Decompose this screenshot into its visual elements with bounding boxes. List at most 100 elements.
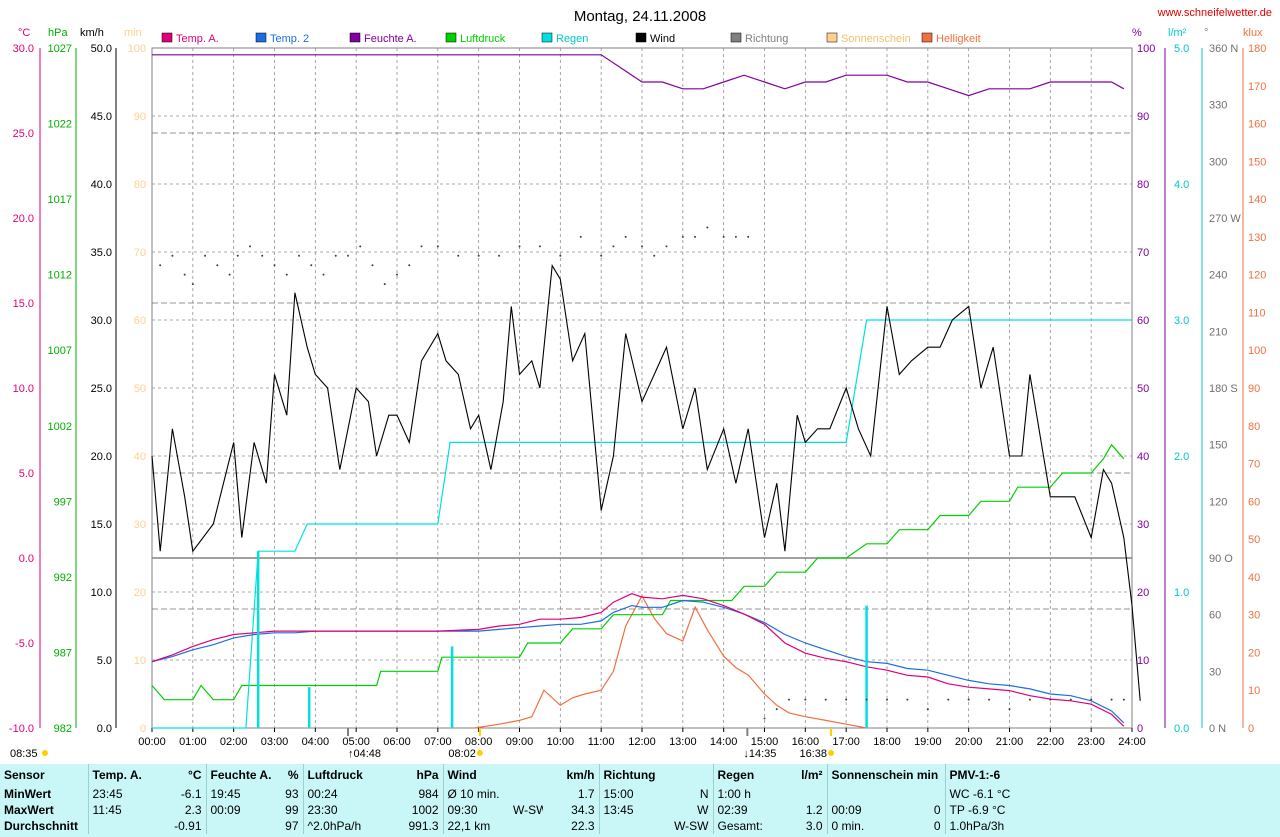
legend-swatch bbox=[541, 32, 553, 43]
direction-dot bbox=[1110, 698, 1113, 701]
sunrise-time: 08:35 bbox=[10, 748, 38, 760]
wind-tick-label: 5.0 bbox=[97, 655, 112, 667]
chart-series bbox=[151, 54, 1141, 729]
direction-dot bbox=[228, 273, 231, 276]
humidity-tick-label: 30 bbox=[1137, 519, 1149, 531]
stats-cell-wind-dir: W-SW bbox=[513, 803, 543, 817]
direction-dot bbox=[518, 245, 521, 248]
direction-dot bbox=[763, 717, 766, 720]
direction-dot bbox=[706, 226, 709, 229]
direction-dot bbox=[1028, 698, 1031, 701]
pressure-tick-label: 982 bbox=[54, 723, 72, 735]
series-temp-2 bbox=[151, 599, 1125, 724]
wind-tick-label: 10.0 bbox=[91, 587, 112, 599]
light-tick-label: 100 bbox=[1248, 345, 1266, 357]
hdr-richtung: Richtung bbox=[598, 764, 713, 786]
legend-swatch bbox=[921, 32, 933, 43]
hdr-feuchte: Feuchte A. bbox=[205, 764, 278, 786]
light-tick-label: 160 bbox=[1248, 119, 1266, 131]
legend-swatch bbox=[349, 32, 361, 43]
stats-cell-wind-dir bbox=[509, 818, 543, 834]
legend-label: Sonnenschein bbox=[841, 33, 911, 45]
direction-dot bbox=[653, 254, 656, 257]
temp-tick-label: 0.0 bbox=[19, 553, 34, 565]
series-wind bbox=[151, 263, 1141, 701]
x-tick-label: 06:00 bbox=[383, 736, 411, 748]
stats-cell-ri-v: W-SW bbox=[674, 819, 709, 833]
humidity-unit-label: % bbox=[1132, 27, 1142, 39]
stats-row: MaxWert 11:45 2.3 00:09 99 23:30 1002 09:30 W-SW… bbox=[0, 802, 1280, 818]
x-tick-label: 10:00 bbox=[547, 736, 575, 748]
stats-header-row: Sensor Temp. A. °C Feuchte A. % Luftdruc… bbox=[0, 764, 1280, 786]
pressure-tick-label: 1017 bbox=[48, 194, 72, 206]
x-tick-label: 22:00 bbox=[1037, 736, 1065, 748]
direction-dot bbox=[624, 235, 627, 238]
direction-dot bbox=[612, 245, 615, 248]
hdr-temp-unit: °C bbox=[188, 768, 202, 782]
stats-cell-so-t: 0 min. bbox=[826, 818, 901, 834]
light-tick-label: 70 bbox=[1248, 459, 1260, 471]
direction-dot bbox=[906, 698, 909, 701]
stats-cell-wind-dir bbox=[509, 786, 543, 802]
pressure-tick-label: 1027 bbox=[48, 43, 72, 55]
direction-dot bbox=[947, 698, 950, 701]
direction-dot bbox=[1008, 708, 1011, 711]
temp-tick-label: -10.0 bbox=[9, 723, 34, 735]
humidity-tick-label: 60 bbox=[1137, 315, 1149, 327]
series-helligkeit bbox=[474, 594, 867, 729]
direction-dot bbox=[734, 235, 737, 238]
legend-label: Luftdruck bbox=[460, 33, 506, 45]
x-tick-label: 09:00 bbox=[506, 736, 534, 748]
direction-dot bbox=[310, 264, 313, 267]
pressure-tick-label: 997 bbox=[54, 496, 72, 508]
stats-cell-feu-v: 99 bbox=[285, 803, 299, 817]
direction-tick-label: 0 N bbox=[1209, 723, 1226, 735]
x-tick-label: 17:00 bbox=[832, 736, 860, 748]
x-tick-label: 18:00 bbox=[873, 736, 901, 748]
hdr-regen-unit: l/m² bbox=[801, 768, 823, 782]
light-tick-label: 170 bbox=[1248, 81, 1266, 93]
pressure-tick-label: 1007 bbox=[48, 345, 72, 357]
hdr-feuchte-unit: % bbox=[287, 768, 299, 782]
direction-dot bbox=[865, 698, 868, 701]
axis-unit-labels: °C hPa km/h min % l/m² ° klux bbox=[18, 27, 1263, 39]
x-tick-label: 14:00 bbox=[710, 736, 738, 748]
direction-tick-label: 120 bbox=[1209, 496, 1227, 508]
direction-dot bbox=[681, 235, 684, 238]
legend-swatch bbox=[161, 32, 173, 43]
pressure-tick-label: 1022 bbox=[48, 119, 72, 131]
temp-unit-label: °C bbox=[18, 27, 30, 39]
rain-tick-label: 2.0 bbox=[1174, 451, 1189, 463]
humidity-tick-label: 90 bbox=[1137, 111, 1149, 123]
site-link[interactable]: www.schneifelwetter.de bbox=[1157, 7, 1272, 19]
direction-unit-label: ° bbox=[1204, 27, 1208, 39]
hdr-wind-unit: km/h bbox=[566, 768, 595, 782]
stats-cell-re-v bbox=[779, 786, 827, 802]
direction-dot bbox=[1090, 698, 1093, 701]
sun-tick-label: 90 bbox=[134, 111, 146, 123]
direction-dot bbox=[347, 254, 349, 257]
hdr-druck: Luftdruck bbox=[302, 764, 381, 786]
x-tick-label: 08:00 bbox=[465, 736, 493, 748]
pressure-tick-label: 1002 bbox=[48, 421, 72, 433]
stats-panel: Sensor Temp. A. °C Feuchte A. % Luftdruc… bbox=[0, 764, 1280, 837]
legend-swatch bbox=[445, 32, 457, 43]
direction-dot bbox=[926, 708, 929, 711]
direction-dot bbox=[171, 254, 174, 257]
wind-tick-label: 45.0 bbox=[91, 111, 112, 123]
chart-grid bbox=[151, 47, 1133, 729]
direction-dot bbox=[804, 698, 807, 701]
series-feuchte-a bbox=[152, 54, 1125, 97]
light-unit-label: klux bbox=[1243, 27, 1263, 39]
hdr-regen: Regen bbox=[712, 764, 779, 786]
light-tick-label: 50 bbox=[1248, 534, 1260, 546]
direction-tick-label: 240 bbox=[1209, 270, 1227, 282]
rain-tick-label: 0.0 bbox=[1174, 723, 1189, 735]
direction-tick-label: 180 S bbox=[1209, 383, 1238, 395]
direction-tick-label: 300 bbox=[1209, 156, 1227, 168]
stats-cell-ri-v: W bbox=[697, 803, 709, 817]
stats-cell-wind-t: Ø 10 min. bbox=[442, 786, 509, 802]
sun-tick-label: 40 bbox=[134, 451, 146, 463]
temp-tick-label: 5.0 bbox=[19, 468, 34, 480]
humidity-tick-label: 100 bbox=[1137, 43, 1155, 55]
